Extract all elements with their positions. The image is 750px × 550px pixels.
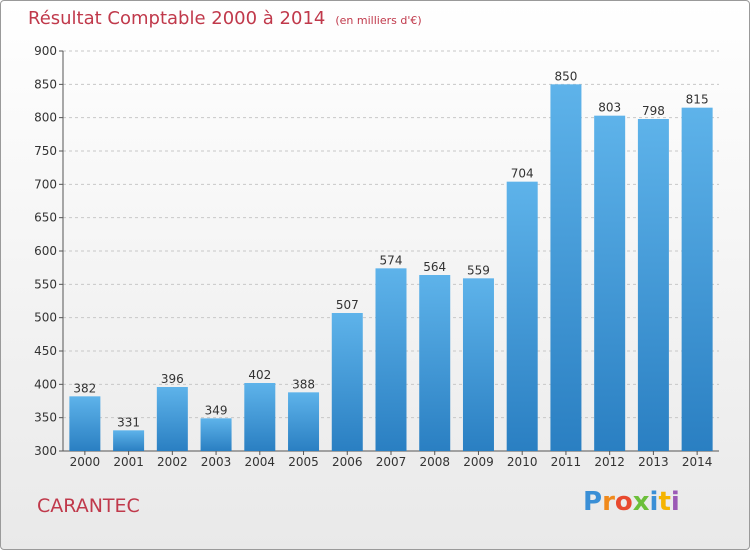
x-tick-label: 2014 xyxy=(682,455,713,469)
bar-value-label: 798 xyxy=(642,104,665,118)
y-tick-label: 550 xyxy=(34,277,57,291)
bar xyxy=(113,430,145,451)
bar xyxy=(637,119,669,451)
bar-value-label: 382 xyxy=(73,381,96,395)
x-tick-label: 2004 xyxy=(245,455,276,469)
y-tick-label: 650 xyxy=(34,211,57,225)
x-tick-label: 2010 xyxy=(507,455,538,469)
x-tick-label: 2009 xyxy=(463,455,494,469)
y-tick-label: 600 xyxy=(34,244,57,258)
bar-value-label: 507 xyxy=(336,298,359,312)
bar-value-label: 850 xyxy=(554,69,577,83)
bar-value-label: 559 xyxy=(467,263,490,277)
bar xyxy=(331,313,363,451)
bar-value-label: 349 xyxy=(205,403,228,417)
proxiti-logo: Proxiti xyxy=(583,487,680,517)
bar-value-label: 815 xyxy=(686,93,709,107)
bar-value-label: 331 xyxy=(117,415,140,429)
bar-value-label: 402 xyxy=(248,368,271,382)
bar-value-label: 396 xyxy=(161,372,184,386)
bar xyxy=(462,278,494,451)
x-tick-label: 2012 xyxy=(594,455,625,469)
commune-name: CARANTEC xyxy=(37,495,140,517)
x-tick-label: 2005 xyxy=(288,455,319,469)
bar xyxy=(419,275,451,451)
y-tick-label: 450 xyxy=(34,344,57,358)
bar xyxy=(288,392,320,451)
bar-value-label: 564 xyxy=(423,260,446,274)
x-tick-label: 2002 xyxy=(157,455,188,469)
y-tick-label: 350 xyxy=(34,411,57,425)
x-tick-label: 2013 xyxy=(638,455,669,469)
x-tick-label: 2008 xyxy=(419,455,450,469)
chart-unit: (en milliers d'€) xyxy=(335,14,422,27)
bar xyxy=(681,107,713,452)
y-tick-label: 700 xyxy=(34,177,57,191)
chart-title-block: Résultat Comptable 2000 à 2014 (en millie… xyxy=(28,8,422,29)
bar xyxy=(594,115,626,452)
bar xyxy=(375,268,407,451)
bar xyxy=(244,383,276,451)
bar-value-label: 388 xyxy=(292,377,315,391)
bar-value-label: 704 xyxy=(511,167,534,181)
y-tick-label: 900 xyxy=(34,44,57,58)
chart-title: Résultat Comptable 2000 à 2014 xyxy=(28,8,326,29)
x-tick-label: 2000 xyxy=(70,455,101,469)
bar xyxy=(550,84,582,451)
y-tick-label: 800 xyxy=(34,111,57,125)
y-tick-label: 300 xyxy=(34,444,57,458)
y-tick-label: 400 xyxy=(34,377,57,391)
x-tick-label: 2003 xyxy=(201,455,232,469)
bar xyxy=(200,418,232,451)
bar xyxy=(156,387,188,451)
y-tick-label: 850 xyxy=(34,77,57,91)
bar-value-label: 803 xyxy=(598,101,621,115)
bar xyxy=(506,181,538,451)
x-tick-label: 2007 xyxy=(376,455,407,469)
bar xyxy=(69,396,101,451)
y-tick-label: 500 xyxy=(34,311,57,325)
x-tick-label: 2006 xyxy=(332,455,363,469)
y-tick-label: 750 xyxy=(34,144,57,158)
x-tick-label: 2011 xyxy=(551,455,582,469)
bar-value-label: 574 xyxy=(380,253,403,267)
x-tick-label: 2001 xyxy=(113,455,144,469)
